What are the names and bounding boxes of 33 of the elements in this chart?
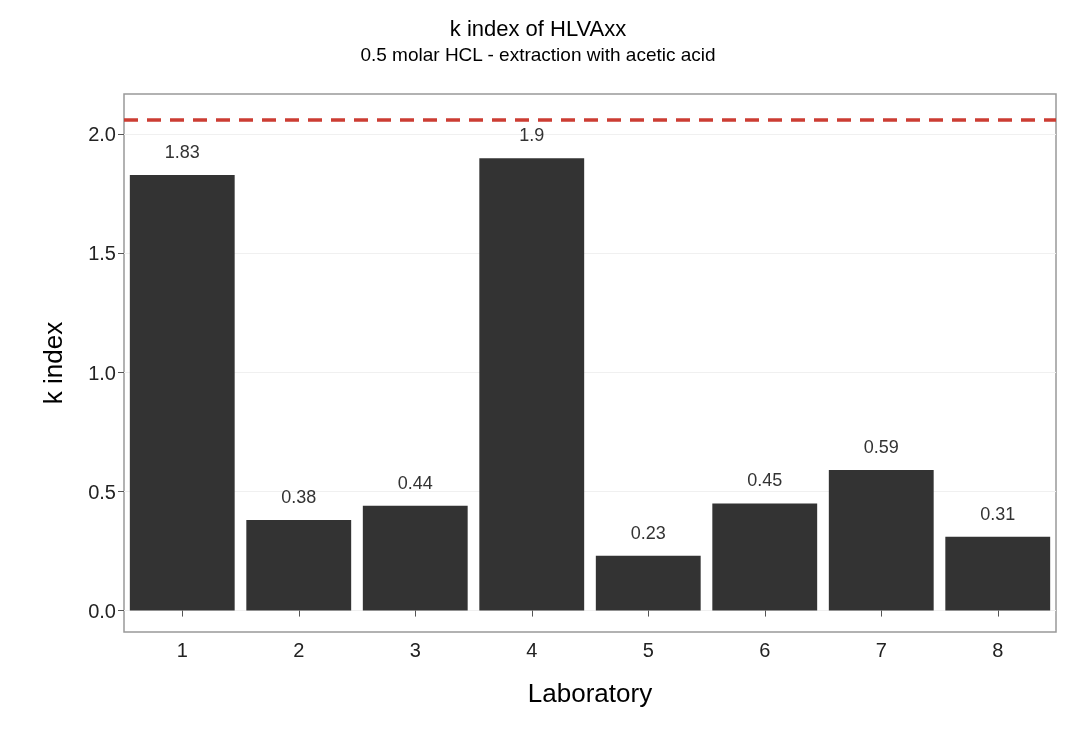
data-label: 0.38 — [281, 487, 317, 508]
bar — [595, 555, 701, 611]
bar — [246, 520, 352, 611]
x-tick-label: 8 — [992, 639, 1004, 661]
chart-subtitle: 0.5 molar HCL - extraction with acetic acid — [360, 44, 716, 65]
bar — [828, 470, 934, 611]
bar — [712, 503, 818, 611]
data-label: 0.59 — [863, 437, 899, 458]
data-label: 1.83 — [164, 141, 200, 162]
data-label: 0.23 — [630, 522, 666, 543]
x-axis-title: Laboratory — [527, 678, 653, 708]
x-tick-label: 6 — [759, 639, 771, 661]
bar — [479, 158, 585, 611]
data-label: 0.31 — [980, 503, 1016, 524]
x-tick-label: 1 — [176, 639, 188, 661]
y-tick-label: 2.0 — [88, 123, 116, 146]
x-tick-label: 2 — [293, 639, 305, 661]
y-tick-label: 0.0 — [88, 599, 116, 622]
y-axis-title: k index — [38, 321, 68, 405]
y-tick-label: 1.5 — [88, 242, 116, 265]
y-tick-label: 1.0 — [88, 361, 116, 384]
x-tick-label: 7 — [875, 639, 887, 661]
x-tick-label: 3 — [409, 639, 421, 661]
x-tick-label: 5 — [642, 639, 654, 661]
bar — [129, 174, 235, 611]
bar — [362, 505, 468, 611]
x-tick-label: 4 — [526, 639, 538, 661]
data-label: 1.9 — [519, 125, 545, 146]
data-label: 0.45 — [747, 470, 783, 491]
data-label: 0.44 — [397, 472, 433, 493]
bar — [945, 536, 1051, 611]
y-tick-label: 0.5 — [88, 480, 116, 503]
chart-title: k index of HLVAxx — [449, 15, 627, 41]
